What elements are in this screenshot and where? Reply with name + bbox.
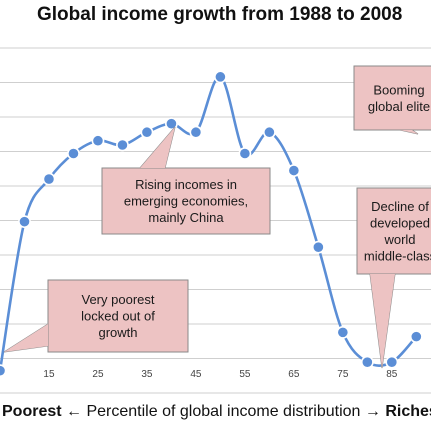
- data-point: [213, 70, 227, 84]
- data-point: [91, 134, 105, 148]
- data-point: [385, 355, 399, 369]
- callout-text-line: growth: [98, 325, 137, 340]
- callout-text-line: locked out of: [81, 309, 155, 324]
- callout-rising: Rising incomes in emerging economies,main…: [101, 126, 271, 235]
- callout-pointer-fill: [400, 130, 418, 134]
- data-point: [140, 125, 154, 139]
- data-point: [42, 172, 56, 186]
- callout-box: [353, 65, 431, 131]
- callout-text-line: mainly China: [148, 210, 224, 225]
- data-point: [336, 325, 350, 339]
- callout-pointer-fill: [140, 127, 175, 168]
- data-point: [18, 215, 31, 229]
- callout-text-line: global elite: [368, 99, 430, 114]
- x-axis-right-label: Richest: [385, 403, 431, 420]
- callout-box: [101, 167, 271, 235]
- x-tick-label: 15: [43, 369, 55, 380]
- x-tick-label: 25: [92, 369, 104, 380]
- callout-text-line: world: [383, 232, 415, 247]
- callout-box: [47, 279, 189, 353]
- data-point: [409, 330, 423, 344]
- data-point: [238, 147, 252, 160]
- data-point: [262, 125, 276, 139]
- data-point: [0, 364, 7, 378]
- callout-text-line: Booming: [373, 82, 424, 97]
- data-point: [116, 138, 129, 152]
- data-point: [311, 240, 325, 254]
- callout-text-line: Rising incomes in: [135, 177, 237, 192]
- data-point: [360, 355, 374, 369]
- x-tick-label: 65: [288, 369, 300, 380]
- x-tick-label: 45: [190, 369, 202, 380]
- x-tick-label: 55: [239, 369, 251, 380]
- x-axis-left-label: Poorest: [2, 403, 62, 420]
- callout-text-line: Very poorest: [82, 292, 155, 307]
- data-point: [165, 117, 178, 131]
- callout-text-line: emerging economies,: [124, 194, 248, 209]
- data-points: [0, 70, 423, 378]
- x-axis-middle-label: Percentile of global income distribution: [86, 403, 361, 420]
- data-point: [67, 147, 80, 160]
- callout-text-line: Decline of: [371, 199, 429, 214]
- chart-title: Global income growth from 1988 to 2008: [37, 4, 403, 25]
- callout-box: [356, 187, 431, 275]
- x-tick-label: 75: [337, 369, 349, 380]
- callout-text-line: middle-class: [364, 248, 431, 263]
- callout-text-line: developed: [370, 215, 430, 230]
- data-point: [287, 164, 301, 177]
- callout-pointer-fill: [4, 324, 48, 352]
- left-arrow-icon: ←: [66, 403, 83, 420]
- x-axis-label: Poorest ← Percentile of global income di…: [2, 403, 431, 421]
- x-tick-labels: 15 25 35 45 55 65 75 85: [43, 369, 397, 380]
- right-arrow-icon: →: [364, 403, 381, 420]
- callout-booming: Booming global elite: [353, 65, 431, 135]
- x-tick-label: 85: [386, 369, 398, 380]
- data-point: [189, 125, 203, 139]
- x-tick-label: 35: [141, 369, 153, 380]
- callout-pointer-fill: [370, 274, 395, 368]
